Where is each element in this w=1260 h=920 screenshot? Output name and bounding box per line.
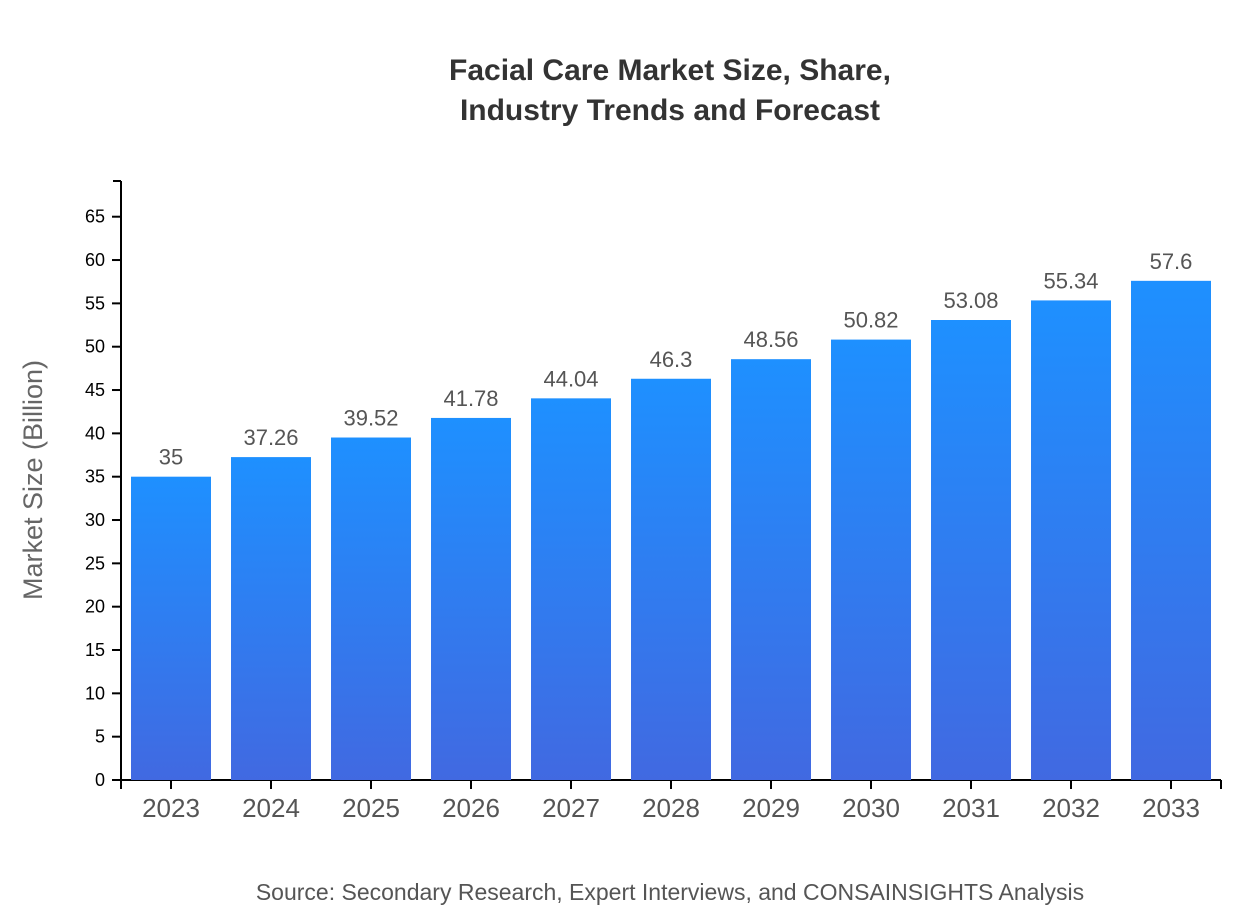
data-label: 55.34: [1043, 268, 1098, 293]
y-tick-label: 65: [85, 207, 105, 227]
chart-title-line-1: Facial Care Market Size, Share,: [449, 54, 891, 87]
y-tick-label: 0: [95, 770, 105, 790]
bar-2031: [931, 320, 1011, 780]
bar-2028: [631, 378, 711, 780]
bar-2024: [231, 457, 311, 780]
data-label: 46.3: [650, 347, 693, 372]
bar-2030: [831, 339, 911, 780]
bar-2025: [331, 437, 411, 780]
chart-title-line-2: Industry Trends and Forecast: [460, 94, 880, 127]
x-tick-label: 2025: [342, 793, 400, 823]
x-tick-label: 2028: [642, 793, 700, 823]
bar-2029: [731, 359, 811, 780]
data-label: 39.52: [343, 406, 398, 431]
y-tick-label: 45: [85, 380, 105, 400]
data-label: 57.6: [1150, 249, 1193, 274]
data-label: 44.04: [543, 366, 598, 391]
x-tick-label: 2026: [442, 793, 500, 823]
y-axis-label: Market Size (Billion): [18, 360, 48, 600]
y-tick-label: 5: [95, 727, 105, 747]
source-note: Source: Secondary Research, Expert Inter…: [256, 879, 1084, 905]
bar-2027: [531, 398, 611, 780]
y-tick-label: 25: [85, 553, 105, 573]
x-tick-label: 2024: [242, 793, 300, 823]
x-tick-label: 2029: [742, 793, 800, 823]
bar-2033: [1131, 280, 1211, 780]
y-tick-label: 55: [85, 293, 105, 313]
bar-2023: [131, 476, 211, 780]
y-tick-label: 60: [85, 250, 105, 270]
y-tick-label: 10: [85, 683, 105, 703]
data-label: 48.56: [743, 327, 798, 352]
y-tick-label: 35: [85, 467, 105, 487]
x-tick-label: 2033: [1142, 793, 1200, 823]
x-tick-label: 2031: [942, 793, 1000, 823]
data-label: 41.78: [443, 386, 498, 411]
y-tick-label: 20: [85, 597, 105, 617]
data-label: 35: [159, 445, 183, 470]
data-label: 50.82: [843, 308, 898, 333]
x-tick-label: 2027: [542, 793, 600, 823]
y-tick-label: 40: [85, 423, 105, 443]
y-tick-label: 50: [85, 337, 105, 357]
data-label: 53.08: [943, 288, 998, 313]
y-tick-label: 15: [85, 640, 105, 660]
y-tick-label: 30: [85, 510, 105, 530]
x-tick-label: 2023: [142, 793, 200, 823]
data-label: 37.26: [243, 425, 298, 450]
bar-2032: [1031, 300, 1111, 780]
bar-2026: [431, 417, 511, 780]
x-tick-label: 2030: [842, 793, 900, 823]
x-tick-label: 2032: [1042, 793, 1100, 823]
